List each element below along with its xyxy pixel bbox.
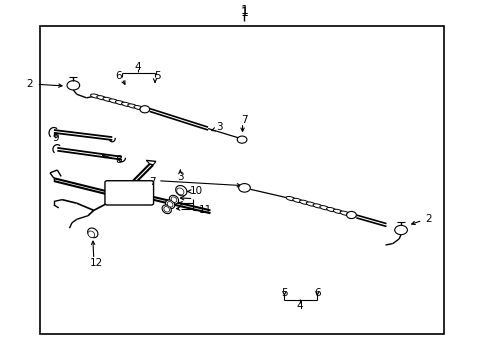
Text: 3: 3 (177, 172, 183, 182)
Ellipse shape (162, 205, 171, 213)
Ellipse shape (115, 100, 124, 105)
Text: 6: 6 (313, 288, 320, 297)
Ellipse shape (134, 105, 143, 110)
Ellipse shape (319, 206, 328, 210)
Circle shape (238, 184, 250, 192)
Ellipse shape (169, 195, 178, 204)
Ellipse shape (103, 97, 112, 102)
Circle shape (67, 81, 80, 90)
Bar (40, 26, 443, 334)
Ellipse shape (346, 213, 355, 217)
Circle shape (394, 225, 407, 235)
Ellipse shape (140, 107, 149, 111)
Text: 12: 12 (90, 258, 103, 268)
Ellipse shape (171, 197, 177, 202)
Ellipse shape (333, 209, 342, 213)
Circle shape (346, 211, 356, 219)
Text: 1: 1 (240, 6, 248, 19)
Ellipse shape (167, 202, 173, 207)
Text: 8: 8 (116, 156, 122, 165)
Ellipse shape (326, 207, 335, 212)
Ellipse shape (109, 99, 118, 103)
Ellipse shape (90, 94, 100, 98)
Text: 5: 5 (281, 288, 287, 297)
Ellipse shape (165, 200, 174, 209)
Ellipse shape (312, 204, 322, 208)
Ellipse shape (127, 104, 137, 108)
Text: 9: 9 (52, 133, 59, 143)
Ellipse shape (339, 211, 348, 215)
Ellipse shape (299, 200, 308, 204)
Ellipse shape (122, 102, 131, 107)
Text: 6: 6 (115, 71, 121, 81)
Circle shape (237, 136, 246, 143)
Text: 10: 10 (189, 186, 202, 197)
Text: 7: 7 (148, 177, 155, 187)
Circle shape (140, 106, 149, 113)
FancyBboxPatch shape (105, 181, 153, 205)
Ellipse shape (97, 96, 106, 100)
Text: 4: 4 (296, 301, 303, 311)
Text: 2: 2 (26, 79, 33, 89)
Text: 3: 3 (216, 122, 222, 132)
Ellipse shape (176, 188, 183, 195)
Ellipse shape (285, 197, 295, 201)
Ellipse shape (305, 202, 315, 206)
Text: 4: 4 (134, 62, 141, 72)
Ellipse shape (87, 228, 98, 238)
Text: 7: 7 (241, 115, 247, 125)
Ellipse shape (163, 207, 169, 212)
Text: 1: 1 (240, 4, 248, 17)
Ellipse shape (292, 198, 302, 202)
Text: 2: 2 (424, 214, 431, 224)
Ellipse shape (88, 231, 95, 238)
Ellipse shape (175, 185, 186, 196)
Text: 11: 11 (199, 205, 212, 215)
Text: 5: 5 (154, 71, 161, 81)
